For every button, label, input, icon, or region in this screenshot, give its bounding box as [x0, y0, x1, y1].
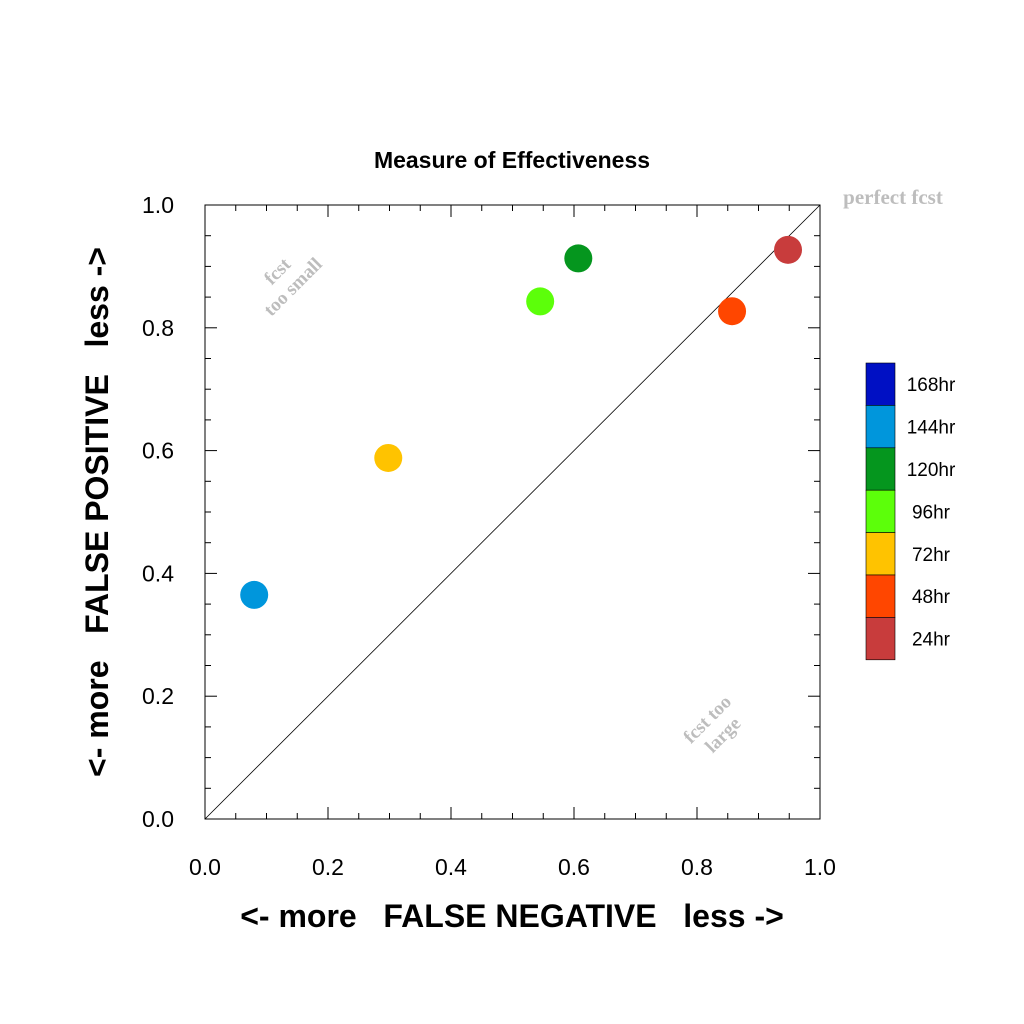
legend-swatch-144hr [865, 405, 896, 449]
legend-label-144hr: 144hr [907, 418, 956, 439]
chart-title: Measure of Effectiveness [374, 147, 650, 173]
annotation-too-small: fcst too small [260, 254, 327, 321]
y-tick-label: 0.6 [142, 438, 174, 464]
diagonal-line [204, 204, 821, 820]
legend-label-72hr: 72hr [912, 545, 951, 566]
data-point-144hr [240, 580, 269, 609]
y-tick-label: 0.8 [142, 315, 174, 341]
y-axis-label: <- more FALSE POSITIVE less -> [79, 247, 115, 777]
legend-swatch-168hr [865, 362, 896, 406]
data-points [240, 235, 803, 609]
data-point-120hr [564, 244, 593, 273]
y-tick-label: 0.0 [142, 806, 174, 832]
legend-label-48hr: 48hr [912, 587, 951, 608]
legend-swatch-96hr [865, 489, 896, 533]
plot-area: 0.0 0.2 0.4 0.6 0.8 1.0 0.0 0.2 0.4 0.6 0.8 1.0 [142, 192, 836, 880]
x-tick-label: 0.0 [189, 854, 221, 880]
y-tick-labels: 0.0 0.2 0.4 0.6 0.8 1.0 [142, 192, 174, 832]
y-tick-label: 0.4 [142, 560, 174, 586]
axis-ticks [204, 204, 821, 820]
legend: 168hr 144hr 120hr 96hr 72hr 48hr 24hr [865, 362, 956, 661]
legend-swatch-120hr [865, 447, 896, 491]
x-axis-label: <- more FALSE NEGATIVE less -> [240, 898, 784, 934]
data-point-96hr [526, 287, 555, 316]
legend-label-168hr: 168hr [907, 375, 956, 396]
legend-swatch-48hr [865, 574, 896, 618]
legend-label-24hr: 24hr [912, 630, 951, 651]
x-tick-label: 1.0 [804, 854, 836, 880]
legend-label-96hr: 96hr [912, 502, 951, 523]
data-point-72hr [374, 443, 403, 472]
annotation-too-large: fcst too large [680, 692, 746, 758]
x-tick-label: 0.4 [435, 854, 467, 880]
legend-label-120hr: 120hr [907, 460, 956, 481]
y-tick-label: 1.0 [142, 192, 174, 218]
x-tick-label: 0.6 [558, 854, 590, 880]
legend-swatch-24hr [865, 617, 896, 661]
y-tick-label: 0.2 [142, 683, 174, 709]
data-point-48hr [718, 297, 747, 326]
legend-swatch-72hr [865, 532, 896, 576]
annotation-perfect-fcst: perfect fcst [843, 185, 943, 209]
x-tick-labels: 0.0 0.2 0.4 0.6 0.8 1.0 [189, 854, 836, 880]
x-tick-label: 0.8 [681, 854, 713, 880]
x-tick-label: 0.2 [312, 854, 344, 880]
data-point-24hr [774, 235, 803, 264]
